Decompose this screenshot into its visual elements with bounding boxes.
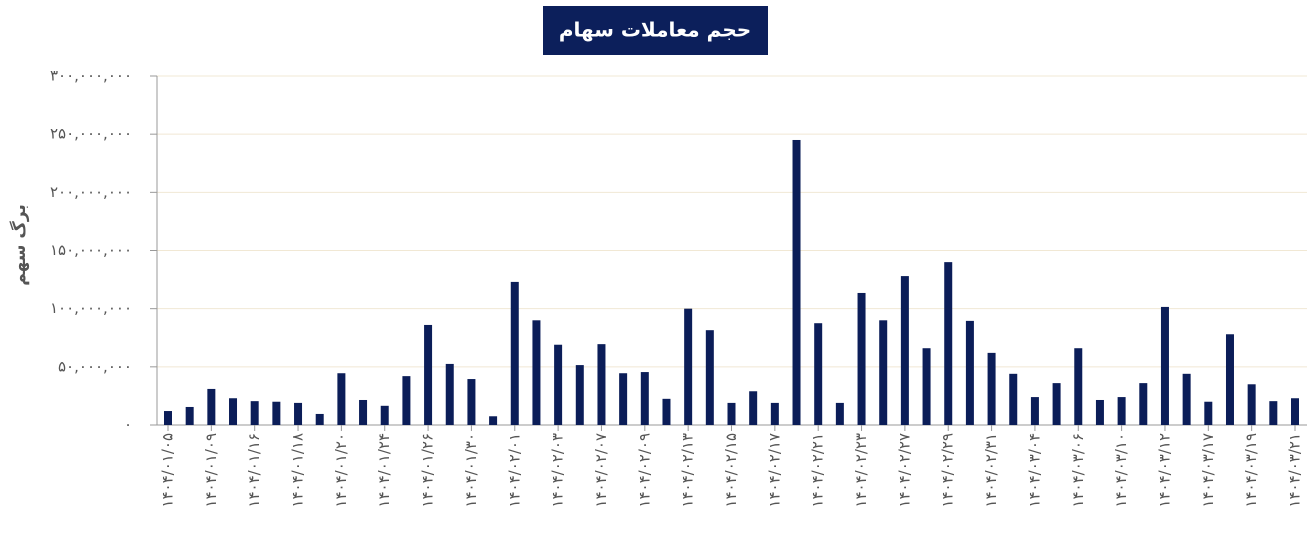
bar bbox=[1291, 398, 1299, 425]
x-tick-label: ۱۴۰۴/۰۲/۲۳ bbox=[852, 433, 870, 508]
x-tick-label: ۱۴۰۴/۰۲/۱۷ bbox=[765, 433, 783, 508]
bar bbox=[597, 344, 606, 425]
bar bbox=[272, 401, 281, 425]
bar bbox=[315, 413, 324, 425]
bar bbox=[1225, 334, 1234, 425]
bar bbox=[337, 373, 346, 425]
bar bbox=[207, 388, 216, 425]
bar bbox=[380, 405, 389, 425]
bar bbox=[944, 262, 953, 425]
bar bbox=[1204, 401, 1213, 425]
y-tick-label: ۱۵۰,۰۰۰,۰۰۰ bbox=[50, 241, 132, 259]
bar bbox=[965, 320, 974, 425]
bar bbox=[1139, 383, 1148, 425]
x-tick-label: ۱۴۰۴/۰۳/۱۷ bbox=[1199, 433, 1217, 508]
bar bbox=[879, 320, 888, 425]
bar bbox=[489, 416, 498, 425]
y-axis-label: برگ سهم bbox=[10, 204, 30, 286]
bar bbox=[532, 320, 541, 425]
bar bbox=[619, 373, 628, 425]
bar bbox=[900, 276, 909, 425]
bar bbox=[1074, 348, 1083, 425]
y-tick-label: ۱۰۰,۰۰۰,۰۰۰ bbox=[50, 299, 132, 317]
bar bbox=[294, 402, 303, 425]
x-tick-label: ۱۴۰۴/۰۳/۱۰ bbox=[1112, 433, 1130, 508]
bar bbox=[510, 281, 519, 425]
bar bbox=[727, 402, 736, 425]
x-tick-label: ۱۴۰۴/۰۳/۱۹ bbox=[1242, 433, 1260, 508]
bar bbox=[814, 323, 823, 425]
x-tick-label: ۱۴۰۴/۰۱/۲۴ bbox=[375, 433, 393, 508]
bar bbox=[1030, 397, 1039, 425]
bar bbox=[424, 324, 433, 425]
bar bbox=[705, 330, 714, 425]
y-tick-label: ۰ bbox=[124, 416, 132, 434]
bar bbox=[1269, 401, 1278, 425]
x-tick-label: ۱۴۰۴/۰۳/۱۲ bbox=[1155, 433, 1173, 508]
x-tick-label: ۱۴۰۴/۰۲/۲۹ bbox=[939, 433, 957, 508]
x-tick-label: ۱۴۰۴/۰۲/۲۱ bbox=[809, 433, 827, 508]
bar bbox=[640, 372, 649, 425]
bar bbox=[575, 365, 584, 425]
bar bbox=[792, 139, 801, 425]
bar bbox=[1160, 306, 1169, 425]
y-tick-label: ۲۰۰,۰۰۰,۰۰۰ bbox=[50, 183, 132, 201]
x-tick-label: ۱۴۰۴/۰۲/۰۷ bbox=[592, 433, 610, 508]
bar bbox=[835, 402, 844, 425]
bar bbox=[1095, 399, 1104, 425]
bar bbox=[250, 401, 259, 425]
x-tick-label: ۱۴۰۴/۰۲/۰۹ bbox=[635, 433, 653, 508]
y-tick-label: ۵۰,۰۰۰,۰۰۰ bbox=[58, 357, 132, 375]
x-tick-label: ۱۴۰۴/۰۱/۲۶ bbox=[419, 433, 437, 508]
x-tick-label: ۱۴۰۴/۰۱/۰۵ bbox=[159, 433, 177, 508]
bar bbox=[684, 308, 693, 425]
x-tick-label: ۱۴۰۴/۰۲/۳۱ bbox=[982, 433, 1000, 508]
bar bbox=[987, 352, 996, 425]
bar bbox=[359, 399, 368, 425]
bar bbox=[662, 398, 671, 425]
bar bbox=[770, 402, 779, 425]
y-tick-label: ۳۰۰,۰۰۰,۰۰۰ bbox=[50, 67, 132, 85]
bar bbox=[1009, 373, 1018, 425]
bar bbox=[857, 292, 866, 425]
chart-title: حجم معاملات سهام bbox=[559, 18, 751, 42]
bar bbox=[1182, 373, 1191, 425]
x-tick-label: ۱۴۰۴/۰۳/۰۴ bbox=[1025, 433, 1043, 508]
x-tick-label: ۱۴۰۴/۰۳/۲۱ bbox=[1286, 433, 1304, 508]
x-tick-label: ۱۴۰۴/۰۱/۲۰ bbox=[332, 433, 350, 508]
x-tick-label: ۱۴۰۴/۰۱/۰۹ bbox=[202, 433, 220, 508]
bar bbox=[229, 398, 238, 425]
bar bbox=[402, 376, 411, 425]
x-tick-label: ۱۴۰۴/۰۲/۰۱ bbox=[505, 433, 523, 508]
bar bbox=[1052, 383, 1061, 425]
bar bbox=[1117, 397, 1126, 425]
x-tick-label: ۱۴۰۴/۰۱/۳۰ bbox=[462, 433, 480, 508]
x-tick-label: ۱۴۰۴/۰۲/۱۵ bbox=[722, 433, 740, 508]
bar bbox=[185, 406, 194, 425]
title-box bbox=[543, 6, 768, 55]
bar bbox=[467, 379, 476, 425]
bar bbox=[1247, 384, 1256, 425]
bar bbox=[922, 348, 931, 425]
bar bbox=[749, 391, 758, 425]
x-tick-label: ۱۴۰۴/۰۱/۱۸ bbox=[289, 433, 307, 508]
x-tick-label: ۱۴۰۴/۰۱/۱۶ bbox=[245, 433, 263, 508]
bar bbox=[164, 411, 172, 425]
bar bbox=[554, 344, 563, 425]
x-tick-label: ۱۴۰۴/۰۲/۰۳ bbox=[549, 433, 567, 508]
y-tick-label: ۲۵۰,۰۰۰,۰۰۰ bbox=[50, 125, 132, 143]
x-tick-label: ۱۴۰۴/۰۲/۲۷ bbox=[895, 433, 913, 508]
bar bbox=[445, 363, 454, 425]
x-tick-label: ۱۴۰۴/۰۲/۱۳ bbox=[679, 433, 697, 508]
x-tick-label: ۱۴۰۴/۰۳/۰۶ bbox=[1069, 433, 1087, 508]
